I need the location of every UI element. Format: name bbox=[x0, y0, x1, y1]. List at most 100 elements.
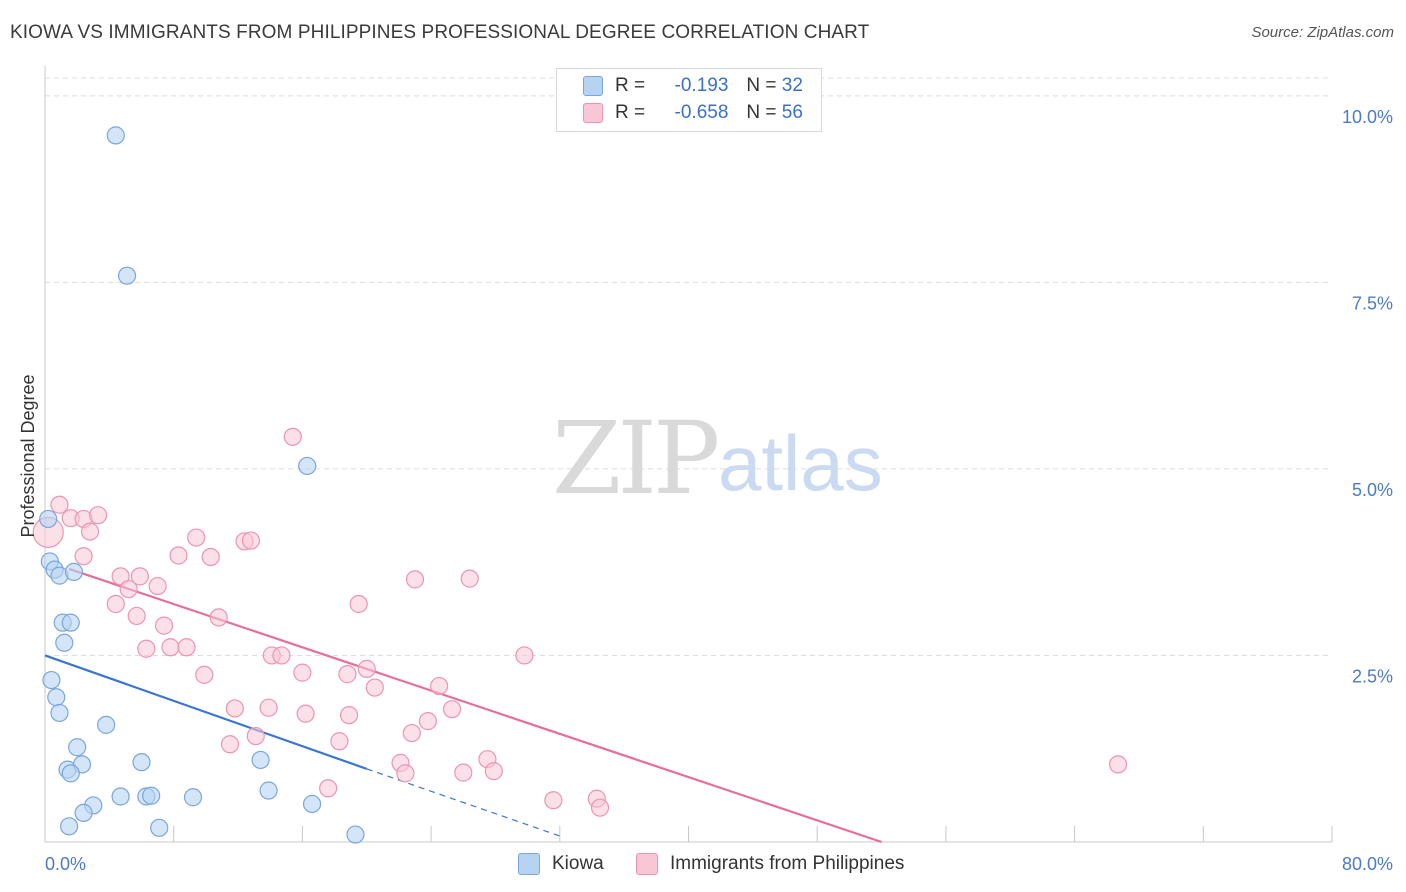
data-point-kiowa bbox=[142, 786, 161, 805]
data-point-kiowa bbox=[259, 781, 278, 800]
legend-n-label: N = bbox=[746, 75, 777, 96]
data-point-philippines bbox=[544, 791, 563, 810]
data-point-kiowa bbox=[150, 818, 169, 837]
points-layer bbox=[32, 126, 1128, 844]
data-point-philippines bbox=[365, 678, 384, 697]
data-point-kiowa bbox=[183, 788, 203, 807]
data-point-kiowa bbox=[132, 753, 151, 772]
data-point-philippines bbox=[187, 528, 206, 547]
trend-line-kiowa bbox=[44, 654, 368, 770]
legend-r-label: R = bbox=[615, 102, 646, 123]
data-point-philippines bbox=[148, 576, 167, 596]
bottom-legend-swatch-philippines bbox=[636, 853, 658, 875]
legend-n-label: N = bbox=[746, 102, 777, 123]
legend-r-value: -0.193 bbox=[674, 75, 729, 96]
data-point-kiowa bbox=[42, 670, 61, 690]
legend-swatch-kiowa bbox=[583, 76, 603, 96]
data-point-philippines bbox=[515, 646, 534, 665]
data-point-philippines bbox=[74, 547, 93, 566]
data-point-philippines bbox=[80, 522, 100, 541]
data-point-philippines bbox=[169, 546, 188, 565]
grid-layer bbox=[45, 77, 1332, 656]
watermark-zip: ZIP bbox=[552, 400, 720, 517]
data-point-philippines bbox=[283, 427, 302, 446]
data-point-philippines bbox=[293, 663, 312, 682]
data-point-philippines bbox=[349, 594, 368, 614]
legend-n-value: 56 bbox=[781, 102, 803, 123]
data-point-kiowa bbox=[346, 825, 365, 844]
y-axis-label: Professional Degree bbox=[18, 374, 38, 537]
x-tick-label: 80.0% bbox=[1342, 854, 1393, 874]
data-point-philippines bbox=[484, 762, 503, 781]
data-point-kiowa bbox=[111, 787, 130, 806]
data-point-kiowa bbox=[55, 633, 74, 652]
data-point-kiowa bbox=[61, 613, 80, 632]
data-point-kiowa bbox=[47, 688, 66, 707]
data-point-philippines bbox=[119, 579, 138, 599]
data-point-philippines bbox=[259, 698, 278, 717]
data-point-philippines bbox=[454, 763, 473, 782]
data-point-philippines bbox=[339, 706, 359, 725]
label-layer: 2.5% 5.0% 7.5% 10.0% 0.0% 80.0% Professional D… bbox=[18, 107, 1393, 874]
data-point-philippines bbox=[201, 547, 220, 567]
data-point-kiowa bbox=[39, 509, 58, 529]
legend-r-label: R = bbox=[615, 75, 646, 96]
bottom-legend-label-philippines: Immigrants from Philippines bbox=[670, 853, 905, 874]
data-point-philippines bbox=[430, 676, 449, 696]
data-point-kiowa bbox=[74, 803, 93, 823]
correlation-legend: R = -0.193 N = 32 R = -0.658 N = 56 bbox=[556, 68, 822, 132]
legend-n-value: 32 bbox=[781, 75, 803, 96]
data-point-philippines bbox=[246, 726, 265, 746]
legend-row-kiowa: R = -0.193 N = 32 bbox=[583, 73, 803, 99]
legend-swatch-philippines bbox=[583, 103, 603, 123]
data-point-kiowa bbox=[61, 764, 80, 783]
data-point-philippines bbox=[241, 531, 261, 550]
data-point-philippines bbox=[225, 699, 244, 718]
x-tick-label: 0.0% bbox=[45, 854, 86, 874]
bottom-legend-swatch-kiowa bbox=[518, 853, 540, 875]
data-point-philippines bbox=[177, 638, 196, 657]
source-label: Source: ZipAtlas.com bbox=[1251, 24, 1394, 41]
data-point-philippines bbox=[130, 567, 150, 586]
axis-layer bbox=[44, 66, 1333, 843]
data-point-kiowa bbox=[97, 715, 116, 734]
data-point-kiowa bbox=[50, 703, 69, 723]
data-point-philippines bbox=[272, 646, 291, 665]
data-point-philippines bbox=[460, 569, 479, 588]
data-point-kiowa bbox=[117, 266, 137, 285]
data-point-philippines bbox=[319, 779, 338, 798]
bottom-legend-kiowa: Kiowa bbox=[518, 851, 604, 877]
data-point-philippines bbox=[88, 506, 108, 525]
data-point-kiowa bbox=[251, 750, 270, 770]
data-point-philippines bbox=[154, 616, 174, 635]
data-point-philippines bbox=[396, 764, 415, 783]
data-point-philippines bbox=[402, 723, 421, 743]
y-tick-label: 5.0% bbox=[1352, 480, 1393, 500]
trend-line-philippines bbox=[68, 567, 882, 844]
data-point-philippines bbox=[137, 639, 156, 658]
bottom-legend-label-kiowa: Kiowa bbox=[552, 853, 604, 874]
bottom-legend-philippines: Immigrants from Philippines bbox=[636, 851, 904, 877]
data-point-philippines bbox=[106, 594, 125, 614]
legend-r-value: -0.658 bbox=[674, 102, 729, 123]
data-point-philippines bbox=[330, 732, 349, 751]
data-point-philippines bbox=[50, 495, 69, 514]
watermark-atlas: atlas bbox=[718, 419, 883, 507]
chart-title: KIOWA VS IMMIGRANTS FROM PHILIPPINES PRO… bbox=[10, 22, 870, 43]
data-point-philippines bbox=[195, 665, 214, 684]
data-point-philippines bbox=[405, 570, 425, 589]
data-point-kiowa bbox=[64, 562, 84, 581]
data-point-philippines bbox=[1108, 755, 1128, 774]
legend-row-philippines: R = -0.658 N = 56 bbox=[583, 100, 803, 126]
data-point-philippines bbox=[296, 704, 315, 723]
data-point-kiowa bbox=[68, 738, 87, 757]
y-tick-label: 10.0% bbox=[1342, 107, 1393, 127]
data-point-philippines bbox=[220, 735, 240, 754]
data-point-kiowa bbox=[298, 456, 317, 476]
data-point-philippines bbox=[590, 798, 610, 817]
data-point-philippines bbox=[357, 659, 376, 678]
data-point-kiowa bbox=[60, 817, 79, 836]
data-point-philippines bbox=[161, 638, 180, 657]
trend-line-kiowa-extrapolated bbox=[366, 768, 560, 837]
